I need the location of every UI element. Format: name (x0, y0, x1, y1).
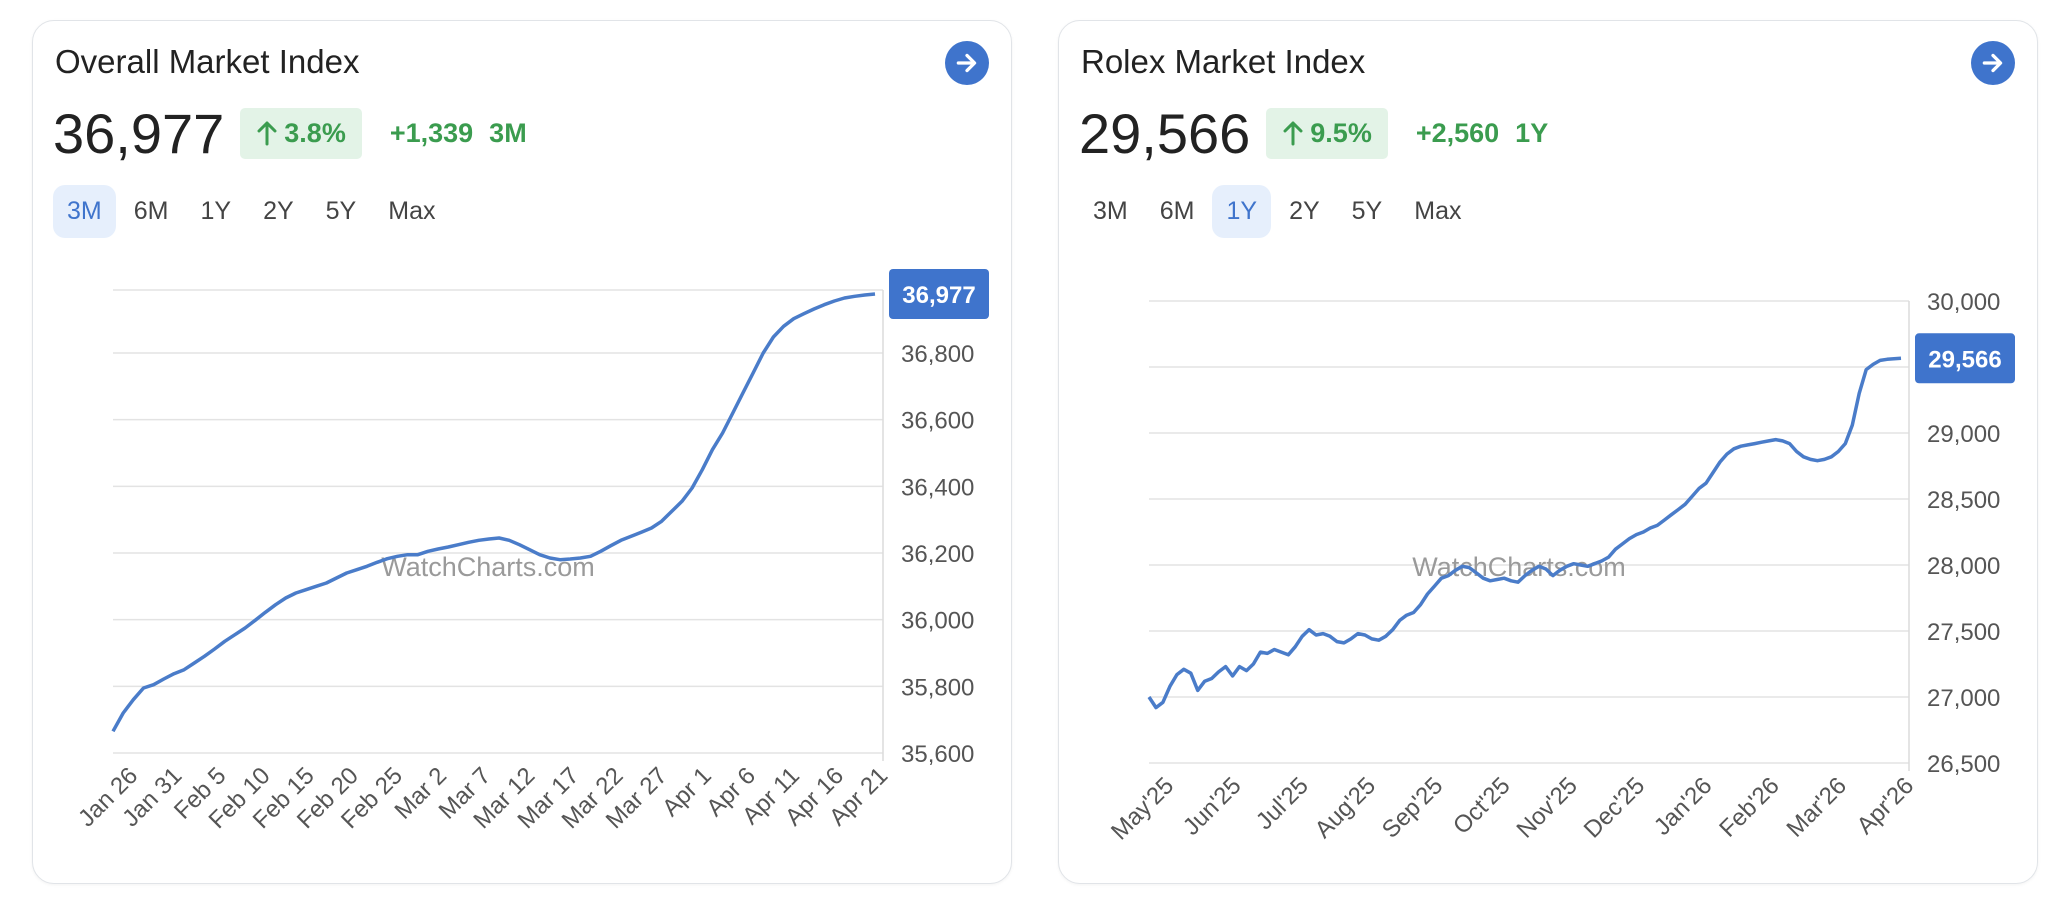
x-tick-label: Apr 1 (657, 762, 717, 822)
absolute-change: +2,560 (1415, 117, 1500, 148)
arrow-right-icon (956, 53, 977, 73)
y-tick-label: 26,500 (1927, 751, 2000, 778)
arrow-up-icon (257, 121, 277, 146)
y-tick-label: 36,600 (901, 408, 974, 435)
x-tick-label: Oct'25 (1448, 772, 1516, 840)
card-title: Rolex Market Index (1081, 43, 1366, 80)
x-tick-label: Jun'25 (1178, 772, 1247, 841)
range-5y[interactable]: 5Y (1351, 197, 1383, 225)
x-tick-label: Jan'26 (1649, 772, 1718, 841)
range-max[interactable]: Max (388, 197, 436, 225)
absolute-change: +1,339 (389, 117, 474, 148)
current-value-box (889, 269, 989, 319)
y-tick-label: 35,600 (901, 741, 974, 768)
current-value-text: 29,566 (1928, 346, 2001, 373)
plot-area: 35,600 35,800 36,000 36,200 36,400 36,600 36,8… (73, 269, 989, 834)
x-tick-label: Apr'26 (1852, 772, 1920, 840)
x-tick-label: Aug'25 (1310, 772, 1381, 843)
range-1y[interactable]: 1Y (1212, 185, 1272, 238)
range-2y[interactable]: 2Y (263, 197, 294, 225)
y-tick-label: 30,000 (1927, 289, 2000, 316)
range-selector: 3M 6M 1Y 2Y 5Y Max (1079, 185, 1475, 238)
range-6m[interactable]: 6M (1159, 197, 1195, 225)
overall-market-index-card: Overall Market Index 36,977 3.8% +1,339 … (32, 20, 1012, 884)
y-tick-label: 27,500 (1927, 619, 2000, 646)
current-value-text: 36,977 (902, 282, 975, 309)
value-row: 29,566 9.5% +2,560 1Y (1079, 101, 1548, 165)
rolex-market-index-card: Rolex Market Index 29,566 9.5% +2,560 1Y… (1058, 20, 2038, 884)
percent-change-badge: 3.8% (240, 107, 362, 159)
x-tick-label: Dec'25 (1579, 772, 1650, 843)
x-tick-label: Mar'26 (1782, 772, 1852, 842)
range-selector: 3M 6M 1Y 2Y 5Y Max (53, 185, 449, 238)
y-tick-label: 28,000 (1927, 553, 2000, 580)
card-title: Overall Market Index (55, 43, 360, 80)
y-tick-label: 28,500 (1927, 487, 2000, 514)
range-2y[interactable]: 2Y (1289, 197, 1320, 225)
percent-change: 3.8% (284, 117, 346, 148)
x-tick-label: Feb'26 (1714, 772, 1784, 842)
value-row: 36,977 3.8% +1,339 3M (53, 101, 527, 165)
arrow-right-icon (1982, 53, 2003, 73)
y-tick-label: 27,000 (1927, 685, 2000, 712)
plot-area: 26,500 27,000 27,500 28,000 28,500 29,000 29,5… (1106, 289, 2015, 845)
current-value-label: 29,566 (1915, 333, 2015, 384)
change-period: 1Y (1515, 117, 1549, 148)
range-3m[interactable]: 3M (1093, 197, 1128, 225)
y-tick-label: 35,800 (901, 674, 974, 701)
arrow-up-icon (1283, 121, 1303, 146)
x-tick-label: Jul'25 (1251, 772, 1314, 835)
x-tick-label: May'25 (1106, 772, 1179, 845)
y-tick-label: 36,000 (901, 608, 974, 635)
current-value-box (1915, 333, 2015, 384)
current-value-label: 36,977 (889, 269, 989, 319)
open-index-button[interactable] (945, 41, 989, 85)
range-3m[interactable]: 3M (53, 185, 116, 238)
series-line (1147, 356, 1902, 710)
x-tick-label: Sep'25 (1377, 772, 1448, 843)
percent-change: 9.5% (1310, 117, 1372, 148)
y-tick-label: 36,200 (901, 541, 974, 568)
open-index-button[interactable] (1971, 41, 2015, 85)
rolex-index-chart: 26,500 27,000 27,500 28,000 28,500 29,000 29,5… (1106, 289, 2015, 845)
change-period: 3M (489, 117, 527, 148)
x-tick-label: Nov'25 (1511, 772, 1582, 843)
watermark: WatchCharts.com (381, 552, 595, 582)
y-tick-label: 29,000 (1927, 421, 2000, 448)
percent-change-badge: 9.5% (1266, 107, 1388, 159)
index-value: 36,977 (53, 101, 225, 165)
range-6m[interactable]: 6M (133, 197, 169, 225)
series-line (111, 292, 876, 733)
overall-index-chart: 35,600 35,800 36,000 36,200 36,400 36,600 36,8… (73, 269, 989, 834)
y-tick-label: 36,400 (901, 474, 974, 501)
range-1y[interactable]: 1Y (200, 197, 232, 225)
y-tick-label: 36,800 (901, 341, 974, 368)
range-5y[interactable]: 5Y (325, 197, 357, 225)
range-max[interactable]: Max (1414, 197, 1462, 225)
index-value: 29,566 (1079, 101, 1251, 165)
